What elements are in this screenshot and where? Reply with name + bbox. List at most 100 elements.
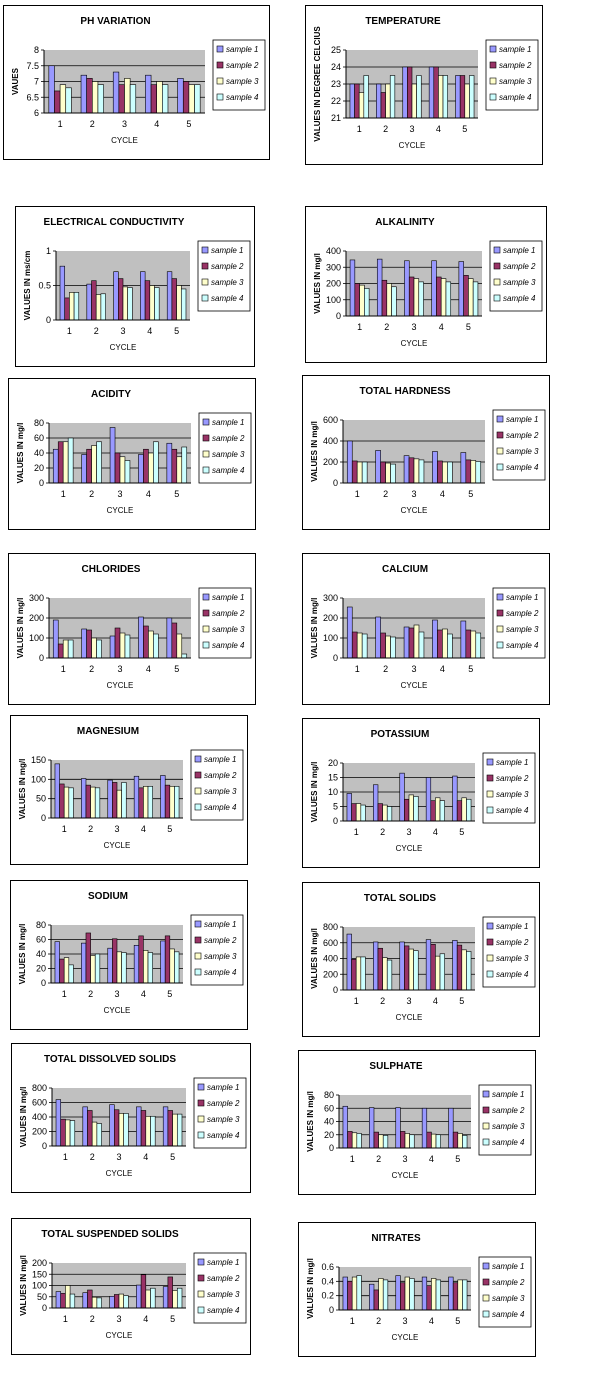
chart-svg: ALKALINITY 0 100 200 300 400 1 2 3 4 5 CYCLE VALUES … xyxy=(313,217,543,348)
bar xyxy=(385,83,391,119)
chart-panel: TOTAL HARDNESS 0 200 400 600 1 2 3 4 5 CYCLE VALUES… xyxy=(302,375,550,530)
legend-label: sample 3 xyxy=(207,1115,240,1124)
legend-label: sample 2 xyxy=(496,938,529,947)
chart-title: ELECTRICAL CONDUCTIVITY xyxy=(44,217,185,228)
y-axis-label: VALUES IN mg/l xyxy=(310,928,319,989)
y-tick-label: 0.2 xyxy=(321,1291,334,1301)
bar xyxy=(172,1290,178,1309)
legend-swatch xyxy=(489,45,497,53)
bar xyxy=(361,461,368,484)
x-tick-label: 2 xyxy=(94,326,99,336)
x-tick-label: 2 xyxy=(380,827,385,837)
x-tick-label: 1 xyxy=(350,1316,355,1326)
x-tick-label: 5 xyxy=(459,996,464,1006)
bar xyxy=(375,450,381,484)
y-tick-label: 20 xyxy=(36,964,46,974)
chart-panel: TOTAL DISSOLVED SOLIDS 0 200 400 600 800 1 2 3 4 5… xyxy=(11,1043,251,1193)
bar xyxy=(65,1285,71,1309)
legend-label: sample 4 xyxy=(506,641,539,650)
bar xyxy=(109,1296,115,1309)
bar xyxy=(60,1118,66,1147)
legend-label: sample 2 xyxy=(506,609,539,618)
x-tick-label: 4 xyxy=(440,664,445,674)
legend-swatch xyxy=(496,609,504,617)
y-tick-label: 200 xyxy=(29,613,44,623)
chart-svg: ELECTRICAL CONDUCTIVITY 0 0.5 1 1 2 3 4 5 CYCLE VA… xyxy=(23,217,251,352)
y-tick-label: 22 xyxy=(331,96,341,106)
legend-swatch xyxy=(201,278,209,286)
bar xyxy=(411,83,417,119)
bar xyxy=(87,1289,93,1309)
legend-label: sample 2 xyxy=(204,936,237,945)
bar xyxy=(54,941,60,984)
bar xyxy=(447,461,453,484)
bar xyxy=(458,261,464,317)
legend-label: sample 3 xyxy=(212,625,245,634)
legend-swatch xyxy=(486,970,494,978)
bar xyxy=(346,440,353,484)
bar xyxy=(442,461,448,484)
bar xyxy=(67,437,74,484)
bar xyxy=(100,293,106,321)
y-tick-label: 1 xyxy=(46,246,51,256)
bar xyxy=(351,460,358,484)
bar xyxy=(469,75,475,119)
x-tick-label: 1 xyxy=(61,489,66,499)
bar xyxy=(380,632,386,659)
bar xyxy=(399,772,405,822)
bar xyxy=(431,1133,437,1149)
x-tick-label: 5 xyxy=(170,1314,175,1324)
bar xyxy=(118,1113,124,1147)
x-axis-label: CYCLE xyxy=(396,844,423,853)
y-tick-label: 200 xyxy=(32,1258,47,1268)
bar xyxy=(382,1279,389,1311)
x-tick-label: 1 xyxy=(350,1154,355,1164)
y-tick-label: 20 xyxy=(328,758,338,768)
bar xyxy=(470,630,477,659)
x-tick-label: 5 xyxy=(462,124,467,134)
y-tick-label: 21 xyxy=(331,113,341,123)
bar xyxy=(182,81,190,114)
legend-label: sample 3 xyxy=(492,1294,525,1303)
legend-swatch xyxy=(496,463,504,471)
y-axis-label: VALUES IN mg/l xyxy=(19,1087,28,1148)
x-tick-label: 4 xyxy=(433,827,438,837)
bar xyxy=(188,84,195,114)
legend-swatch xyxy=(489,61,497,69)
bar xyxy=(464,83,470,119)
bar xyxy=(194,84,201,114)
bar xyxy=(91,1121,98,1147)
chart-panel: POTASSIUM 0 5 10 15 20 1 2 3 4 5 CYCLE VALUES IN mg/… xyxy=(302,718,540,868)
legend-label: sample 4 xyxy=(506,463,539,472)
bar xyxy=(358,92,365,119)
bar xyxy=(54,763,60,819)
bar xyxy=(123,1295,129,1309)
legend-swatch xyxy=(194,803,202,811)
bar xyxy=(465,459,472,484)
bar xyxy=(360,804,366,822)
x-tick-label: 2 xyxy=(376,1154,381,1164)
bar xyxy=(143,448,149,484)
legend-label: sample 4 xyxy=(226,93,259,102)
legend-label: sample 2 xyxy=(211,262,244,271)
bar xyxy=(119,456,126,484)
bar xyxy=(385,462,391,484)
legend-swatch xyxy=(197,1258,205,1266)
bar xyxy=(448,1276,454,1311)
y-tick-label: 10 xyxy=(328,787,338,797)
chart-panel: PH VARIATION 6 6.5 7 7.5 8 1 2 3 4 5 CYCLE VAUES samp… xyxy=(3,5,270,160)
y-tick-label: 100 xyxy=(323,633,338,643)
bar xyxy=(150,84,158,114)
bar xyxy=(96,441,102,484)
x-axis-label: CYCLE xyxy=(106,1169,133,1178)
legend-swatch xyxy=(489,77,497,85)
bar xyxy=(153,441,159,484)
bar xyxy=(455,75,461,119)
legend-swatch xyxy=(197,1115,205,1123)
x-tick-label: 2 xyxy=(383,664,388,674)
bar xyxy=(435,797,441,822)
x-tick-label: 5 xyxy=(170,1152,175,1162)
bar xyxy=(113,271,119,321)
y-tick-label: 20 xyxy=(324,1130,334,1140)
x-tick-label: 3 xyxy=(409,124,414,134)
